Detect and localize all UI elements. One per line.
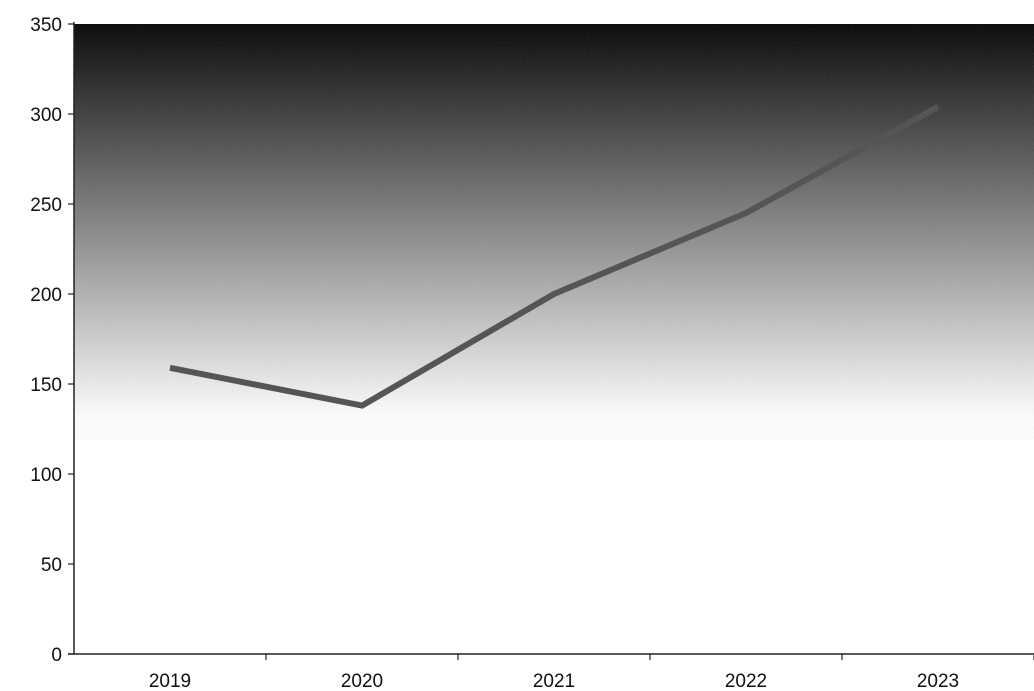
y-tick-label: 250	[30, 195, 62, 216]
x-tick-label: 2021	[533, 671, 575, 691]
x-tick-label: 2019	[149, 671, 191, 691]
y-tick-label: 200	[30, 285, 62, 306]
series-layer	[169, 104, 940, 409]
x-tick-label: 2020	[341, 671, 383, 691]
plot-background	[74, 24, 1034, 654]
y-tick-label: 50	[41, 555, 62, 576]
x-tick-label: 2023	[917, 671, 959, 691]
y-tick-label: 0	[51, 645, 62, 666]
plot-grain-texture	[74, 24, 1034, 440]
x-axis: 2019 2020 2021 2022 2023	[68, 653, 1034, 691]
x-tick-label: 2022	[725, 671, 767, 691]
y-axis: 0 50 100 150 200 250 300 350	[30, 15, 75, 666]
y-tick-label: 300	[30, 105, 62, 126]
y-tick-label: 150	[30, 375, 62, 396]
y-tick-label: 350	[30, 15, 62, 36]
y-tick-label: 100	[30, 465, 62, 486]
